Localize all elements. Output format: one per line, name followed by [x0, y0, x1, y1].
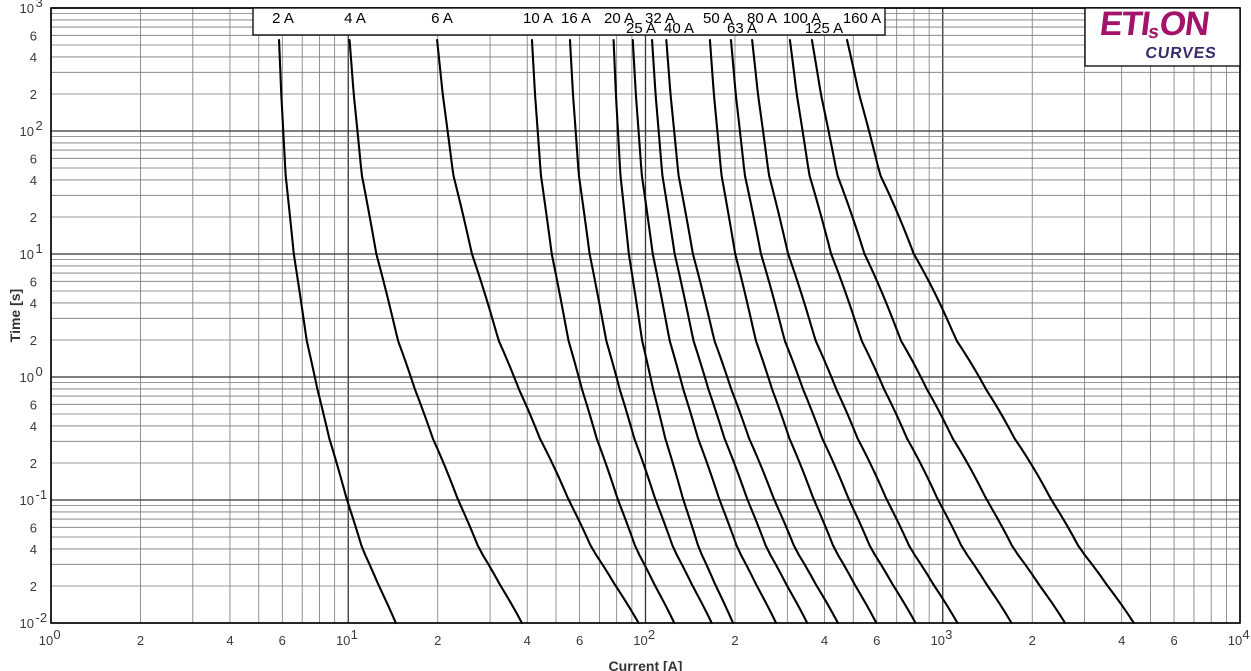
- svg-text:CURVES: CURVES: [1144, 44, 1217, 62]
